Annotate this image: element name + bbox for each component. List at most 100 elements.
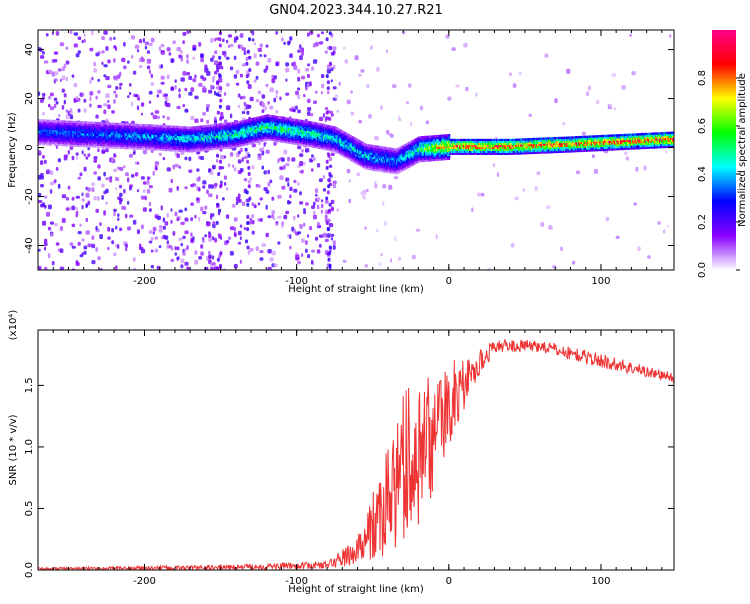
- heat-cell: [176, 256, 180, 260]
- heat-cell: [194, 214, 197, 219]
- heat-cell: [103, 171, 106, 177]
- heat-cell: [332, 245, 336, 250]
- heat-cell: [160, 81, 165, 85]
- heat-cell: [113, 99, 116, 104]
- heat-cell: [105, 148, 109, 153]
- heat-cell: [246, 221, 250, 225]
- heat-cell: [346, 168, 351, 174]
- heat-cell: [212, 236, 215, 241]
- heat-cell: [97, 196, 100, 201]
- heat-cell: [405, 101, 409, 105]
- heat-cell: [263, 105, 268, 111]
- heat-cell: [154, 236, 158, 240]
- heat-cell: [97, 78, 101, 82]
- heat-cell: [411, 254, 416, 260]
- spectrogram-heatmap: [38, 30, 674, 270]
- heat-cell: [223, 92, 227, 96]
- heat-cell: [271, 210, 276, 214]
- heat-cell: [239, 168, 244, 173]
- heat-cell: [186, 54, 189, 59]
- heat-cell: [91, 243, 96, 249]
- heat-cell: [246, 245, 250, 250]
- heat-cell: [245, 61, 249, 66]
- heat-cell: [380, 105, 383, 110]
- heat-cell: [281, 37, 284, 42]
- heat-cell: [245, 104, 250, 110]
- heat-cell: [59, 266, 65, 270]
- heat-cell: [261, 243, 266, 247]
- heat-cell: [248, 104, 252, 109]
- heat-cell: [208, 193, 213, 198]
- heat-cell: [53, 103, 57, 109]
- heat-cell: [257, 184, 261, 188]
- heat-cell: [235, 201, 239, 205]
- heat-cell: [320, 74, 325, 79]
- heat-cell: [200, 118, 204, 123]
- heat-cell: [325, 196, 329, 201]
- heat-cell: [89, 79, 92, 84]
- heat-cell: [225, 39, 229, 44]
- heat-cell: [225, 105, 231, 111]
- heat-cell: [303, 210, 306, 215]
- heat-cell: [129, 91, 132, 96]
- heat-cell: [204, 64, 208, 69]
- heat-cell: [208, 254, 212, 259]
- heat-cell: [184, 230, 189, 235]
- heat-cell: [348, 198, 351, 204]
- heat-cell: [170, 87, 174, 91]
- heat-cell: [247, 165, 251, 170]
- heat-cell: [49, 92, 54, 97]
- heat-cell: [162, 157, 166, 161]
- heat-cell: [204, 266, 209, 270]
- heat-cell: [119, 86, 122, 90]
- heat-cell: [154, 248, 159, 253]
- heat-cell: [318, 178, 323, 183]
- heat-cell: [328, 31, 332, 36]
- heat-cell: [216, 159, 219, 163]
- heat-cell: [186, 30, 190, 34]
- heat-cell: [297, 87, 301, 91]
- heat-cell: [39, 142, 42, 146]
- heat-cell: [174, 79, 177, 83]
- heat-cell: [121, 57, 126, 62]
- heat-cell: [47, 253, 51, 259]
- heat-cell: [265, 44, 269, 48]
- heat-cell: [241, 201, 246, 207]
- heat-cell: [407, 83, 412, 88]
- heat-cell: [103, 64, 108, 68]
- heat-cell: [299, 191, 302, 196]
- heat-cell: [283, 149, 288, 155]
- heat-cell: [101, 195, 104, 200]
- heat-cell: [125, 243, 128, 248]
- heat-cell: [295, 90, 299, 96]
- heat-cell: [327, 184, 331, 189]
- heat-cell: [83, 38, 86, 43]
- heat-cell: [67, 185, 71, 190]
- heat-cell: [325, 74, 329, 79]
- heat-cell: [336, 208, 339, 212]
- heat-cell: [71, 155, 75, 161]
- heat-cell: [253, 53, 257, 59]
- heat-cell: [382, 184, 387, 189]
- heat-cell: [303, 161, 306, 166]
- heat-cell: [267, 57, 272, 63]
- heat-cell: [364, 264, 369, 268]
- heat-cell: [218, 208, 222, 213]
- heat-cell: [176, 47, 181, 52]
- heat-cell: [75, 156, 78, 160]
- heat-cell: [316, 33, 320, 38]
- heat-cell: [206, 189, 209, 195]
- heat-cell: [283, 165, 286, 170]
- heat-cell: [657, 221, 662, 225]
- heat-cell: [200, 251, 204, 256]
- heat-cell: [214, 60, 219, 66]
- heat-cell: [239, 224, 243, 228]
- heat-cell: [255, 61, 260, 66]
- heat-cell: [61, 218, 66, 223]
- heat-cell: [492, 163, 496, 168]
- heat-cell: [162, 225, 166, 230]
- heat-cell: [89, 91, 94, 96]
- heat-cell: [75, 152, 79, 156]
- heat-cell: [202, 111, 206, 116]
- heat-cell: [83, 108, 87, 113]
